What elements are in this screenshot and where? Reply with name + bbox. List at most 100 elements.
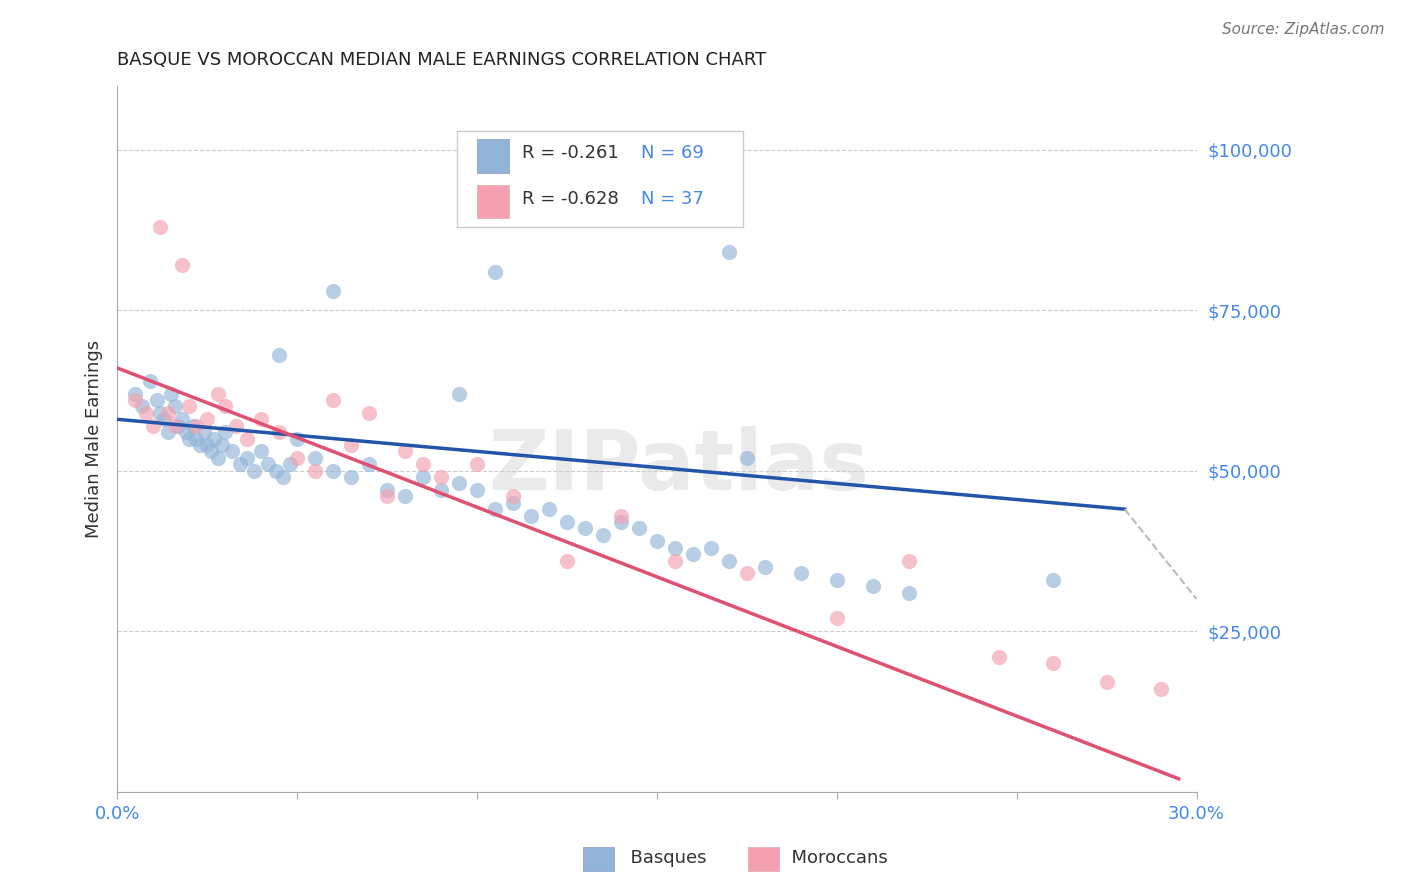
Point	[430, 483, 453, 497]
Point	[149, 219, 172, 234]
Point	[207, 386, 229, 401]
Point	[520, 508, 543, 523]
Text: ZIPatlas: ZIPatlas	[488, 426, 869, 508]
Point	[153, 412, 176, 426]
Point	[412, 457, 434, 471]
Point	[754, 560, 776, 574]
Point	[269, 348, 291, 362]
Point	[447, 476, 470, 491]
Point	[735, 450, 758, 465]
Point	[221, 444, 243, 458]
Point	[142, 418, 165, 433]
Point	[717, 553, 740, 567]
Point	[135, 406, 157, 420]
Point	[555, 515, 578, 529]
Point	[357, 406, 380, 420]
Point	[340, 470, 363, 484]
Point	[138, 374, 160, 388]
Point	[160, 386, 183, 401]
Text: N = 37: N = 37	[641, 190, 703, 208]
Point	[322, 284, 344, 298]
Point	[375, 489, 398, 503]
Point	[430, 470, 453, 484]
Point	[163, 418, 186, 433]
Point	[285, 450, 308, 465]
Point	[825, 611, 848, 625]
Point	[592, 528, 614, 542]
Point	[574, 521, 596, 535]
Point	[1042, 657, 1064, 671]
Point	[264, 464, 287, 478]
Point	[193, 425, 215, 439]
Point	[202, 432, 225, 446]
Point	[340, 438, 363, 452]
Point	[322, 392, 344, 407]
Point	[243, 464, 266, 478]
Point	[412, 470, 434, 484]
Point	[375, 483, 398, 497]
Point	[285, 432, 308, 446]
Point	[664, 553, 686, 567]
Point	[1149, 681, 1171, 696]
Text: BASQUE VS MOROCCAN MEDIAN MALE EARNINGS CORRELATION CHART: BASQUE VS MOROCCAN MEDIAN MALE EARNINGS …	[117, 51, 766, 69]
Text: R = -0.261: R = -0.261	[522, 144, 619, 162]
Point	[502, 496, 524, 510]
Text: Moroccans: Moroccans	[780, 849, 889, 867]
Point	[271, 470, 294, 484]
Point	[195, 412, 218, 426]
Point	[717, 245, 740, 260]
Point	[174, 425, 197, 439]
Point	[179, 432, 201, 446]
Point	[200, 444, 222, 458]
Point	[465, 483, 488, 497]
Point	[394, 489, 416, 503]
Point	[555, 553, 578, 567]
FancyBboxPatch shape	[477, 185, 509, 219]
Point	[186, 432, 208, 446]
Point	[257, 457, 280, 471]
Point	[322, 464, 344, 478]
Point	[131, 400, 153, 414]
Point	[447, 386, 470, 401]
Point	[465, 457, 488, 471]
Point	[228, 457, 250, 471]
Point	[156, 406, 179, 420]
Point	[250, 412, 273, 426]
Point	[682, 547, 704, 561]
Text: Basques: Basques	[619, 849, 706, 867]
Point	[188, 438, 211, 452]
Point	[214, 425, 236, 439]
Point	[700, 541, 723, 555]
Point	[645, 534, 668, 549]
Point	[1095, 675, 1118, 690]
Point	[987, 649, 1010, 664]
FancyBboxPatch shape	[477, 139, 509, 173]
Point	[225, 418, 247, 433]
Point	[235, 450, 257, 465]
Point	[627, 521, 650, 535]
Point	[357, 457, 380, 471]
Point	[186, 418, 208, 433]
Point	[790, 566, 813, 581]
Text: Source: ZipAtlas.com: Source: ZipAtlas.com	[1222, 22, 1385, 37]
Point	[825, 573, 848, 587]
Point	[170, 412, 193, 426]
Text: R = -0.628: R = -0.628	[522, 190, 619, 208]
Point	[195, 438, 218, 452]
Point	[211, 438, 233, 452]
Point	[124, 386, 146, 401]
Point	[484, 502, 506, 516]
Point	[167, 418, 190, 433]
Point	[735, 566, 758, 581]
Point	[145, 392, 167, 407]
Point	[502, 489, 524, 503]
Point	[250, 444, 273, 458]
Point	[149, 406, 172, 420]
Point	[214, 400, 236, 414]
Point	[610, 508, 633, 523]
Point	[1042, 573, 1064, 587]
Point	[304, 450, 326, 465]
Point	[484, 265, 506, 279]
Point	[163, 400, 186, 414]
Point	[235, 432, 257, 446]
